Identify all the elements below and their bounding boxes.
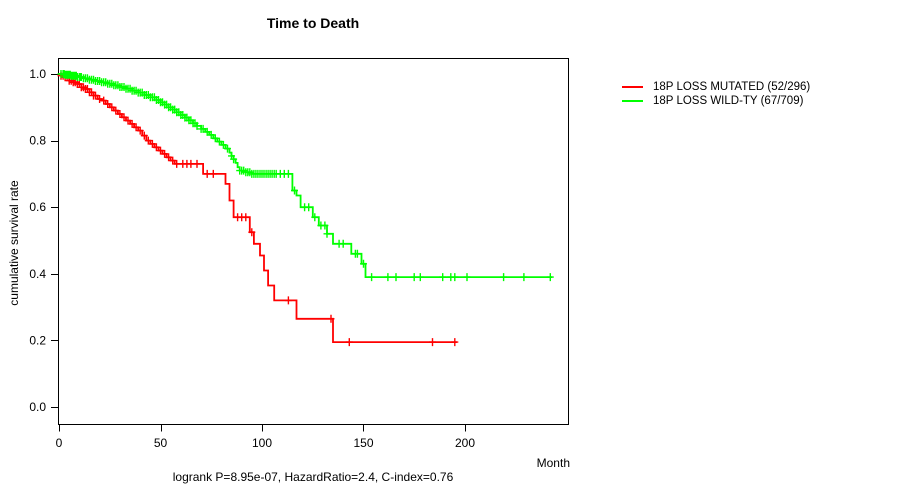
- y-tick-label: 0.2: [29, 333, 46, 347]
- legend-line-sample-green: [622, 100, 643, 102]
- legend: 18P LOSS MUTATED (52/296) 18P LOSS WILD-…: [622, 80, 810, 108]
- legend-label-wildtype: 18P LOSS WILD-TY (67/709): [653, 95, 804, 107]
- x-tick-label: 150: [353, 436, 373, 450]
- legend-line-sample-red: [622, 86, 643, 88]
- y-axis-label: cumulative survival rate: [7, 180, 21, 306]
- legend-item-wildtype: 18P LOSS WILD-TY (67/709): [622, 94, 810, 108]
- y-tick-label: 0.0: [29, 400, 46, 414]
- y-tick-label: 0.8: [29, 134, 46, 148]
- x-tick-label: 200: [455, 436, 475, 450]
- y-tick-label: 1.0: [29, 67, 46, 81]
- plot-border: [58, 58, 569, 425]
- x-axis-label: Month: [536, 456, 570, 470]
- x-tick-label: 0: [56, 436, 63, 450]
- x-tick-label: 100: [252, 436, 272, 450]
- legend-item-mutated: 18P LOSS MUTATED (52/296): [622, 80, 810, 94]
- x-tick-label: 50: [154, 436, 168, 450]
- censor-marks-wildtype: [57, 70, 554, 282]
- stats-annotation: logrank P=8.95e-07, HazardRatio=2.4, C-i…: [172, 470, 454, 484]
- y-tick-label: 0.4: [29, 267, 46, 281]
- chart-title: Time to Death: [266, 15, 360, 31]
- legend-label-mutated: 18P LOSS MUTATED (52/296): [653, 81, 811, 93]
- survival-curve-wildtype: [59, 73, 553, 278]
- y-tick-label: 0.6: [29, 200, 46, 214]
